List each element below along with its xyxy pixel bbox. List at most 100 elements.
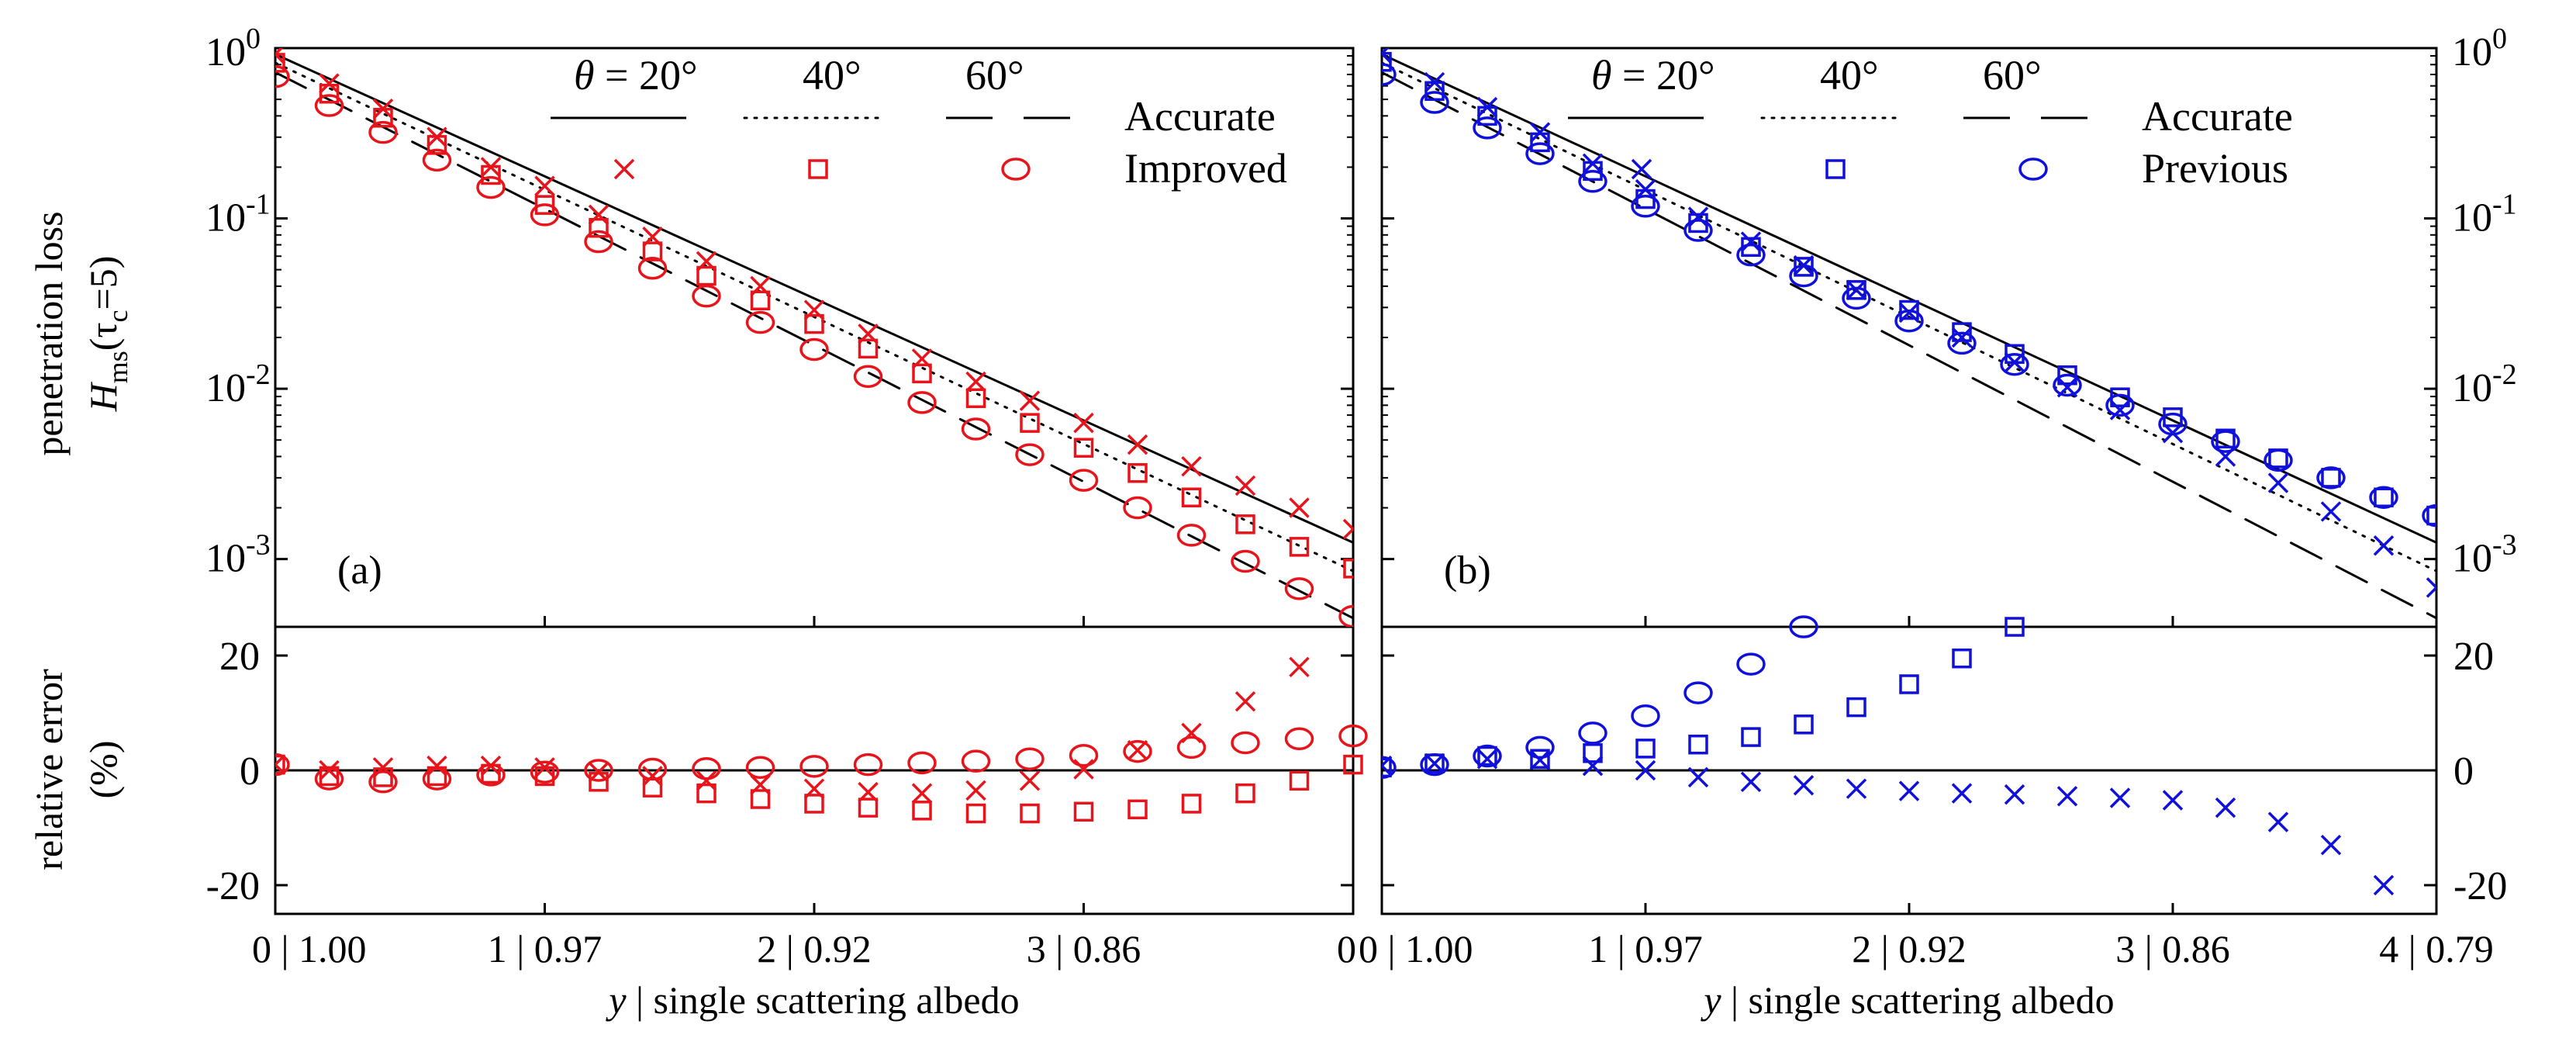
error-point-circle [637,757,668,781]
data-point-circle [745,310,775,334]
legend-marker-label: Previous [2142,145,2288,192]
data-point-circle [1894,309,1924,333]
data-point-circle [2211,430,2240,453]
y-tick-label: 10-1 [2452,189,2517,240]
data-point-square [1477,106,1497,126]
error-point-circle [584,759,613,782]
data-point-square [696,265,717,286]
accurate-line-20deg [1382,53,2436,544]
y-tick-label: 10-1 [205,189,271,240]
error-point-square [1477,746,1497,766]
data-point-square [589,217,609,238]
error-point-square [1127,799,1148,820]
error-point-circle [1382,756,1397,780]
error-point-x [1234,690,1256,712]
data-point-circle [1338,604,1353,627]
y-tick-exponent: -3 [2492,529,2517,562]
data-point-circle [2369,486,2398,509]
error-point-x [2320,834,2342,856]
data-point-square [1289,537,1310,557]
error-point-x [1740,771,1762,793]
data-point-circle [1069,469,1099,492]
error-point-x [2056,786,2078,807]
error-point-x [275,754,286,775]
data-point-square [1343,559,1353,579]
data-point-square [1235,514,1255,535]
data-point-circle [314,94,344,117]
data-point-square [1181,487,1202,507]
chart-panels: 0 | 1.00 1 | 0.97 2 | 0.92 3 | 0.86 0 y | sin… [205,22,2517,1022]
legend-accurate: Accurate [2142,93,2293,140]
data-point-x [2373,535,2395,556]
data-point-square [2374,487,2394,507]
data-point-circle [853,365,883,389]
error-point-x [1846,778,1867,799]
error-point-circle [692,757,721,780]
data-point-circle [2158,412,2188,436]
error-point-square [2005,617,2025,637]
marker-series-top [275,48,1353,627]
error-point-square [696,783,717,804]
yaxis-label-main: penetration loss Hms(τc=5) [27,211,133,455]
x-tick-label: 1 | 0.97 [1588,927,1703,971]
error-point-square [534,766,555,787]
legend-theta-value: = 20° [1612,52,1715,99]
error-point-x [2004,784,2025,805]
legend-theta-20: θ = 20° [574,52,698,99]
panel-label: (a) [337,548,382,593]
legend-marker-square [1825,159,1846,179]
data-point-circle [1473,116,1502,140]
error-point-square [965,803,986,824]
error-point-x [2373,874,2395,896]
panel-b: 0 | 1.00 1 | 0.97 2 | 0.92 3 | 0.86 4 | 0.79… [1359,22,2517,1022]
data-point-x [2267,472,2289,493]
error-point-x [1127,739,1148,761]
data-point-x [1127,434,1148,455]
x-tick-label: 1 | 0.97 [488,927,603,971]
data-point-circle [1382,63,1397,86]
data-point-square [373,108,393,128]
error-label: relative error (%) [27,669,125,870]
data-point-square [1952,322,1972,342]
accurate-line-40deg [1382,61,2436,573]
legend-marker-square [808,159,828,179]
data-point-square [481,164,501,185]
accurate-line-20deg [275,53,1353,544]
x-axis-label-var: y [1700,978,1721,1022]
data-point-circle [1420,91,1449,114]
error-point-square [1382,757,1392,778]
error-point-circle [422,767,452,791]
error-point-x [911,783,933,804]
y-tick-base: 10 [2452,196,2492,240]
error-point-circle [907,751,937,775]
marker-series-error [275,656,1368,824]
error-point-square [1181,794,1202,814]
error-point-circle [1069,744,1099,767]
error-point-square [804,794,824,814]
err-y-tick-label: 0 [2453,749,2474,794]
data-point-square [2057,365,2077,386]
error-point-x [2109,787,2131,808]
error-point-x [1951,783,1973,804]
error-point-x [2215,797,2236,818]
error-point-circle [1176,735,1207,759]
y-tick-base: 10 [205,537,246,581]
error-point-square [1583,743,1603,763]
data-point-square [319,84,340,104]
yaxis-label-tau: (τ [81,322,125,351]
data-point-square [1424,81,1445,102]
accurate-line-60deg [275,71,1353,620]
legend: θ = 20° 40° 60° Accurate Improved [551,52,1287,192]
error-point-square [1020,803,1040,824]
error-point-x [1424,753,1445,774]
data-point-x [2109,400,2131,420]
y-tick-exponent: -1 [246,189,271,221]
data-point-square [2321,468,2341,488]
y-tick-base: 10 [205,196,246,240]
error-point-x [1898,780,1920,801]
y-tick-base: 10 [205,30,246,74]
y-tick-exponent: -1 [2492,189,2517,221]
error-point-circle [1231,731,1260,755]
data-point-x [1951,327,1973,348]
error-point-circle [1789,615,1818,638]
